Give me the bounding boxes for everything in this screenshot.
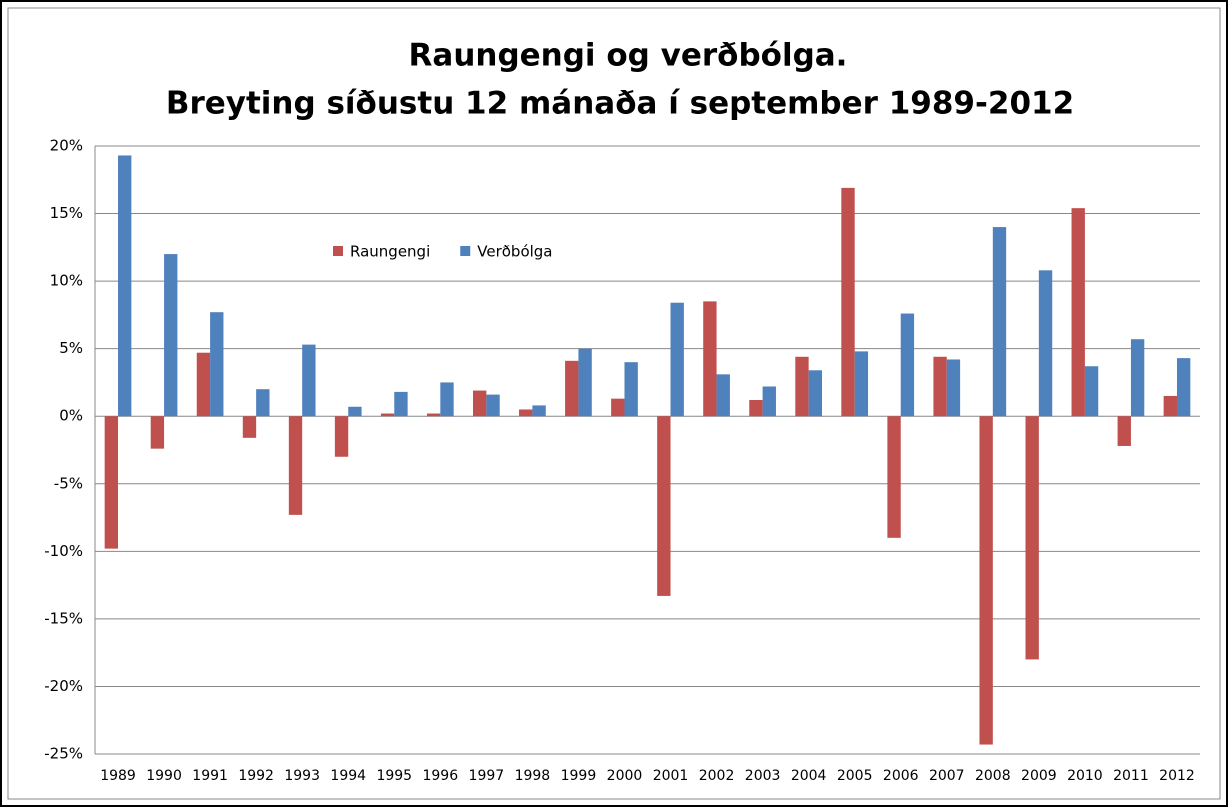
x-tick-label: 1995 <box>376 768 412 784</box>
x-tick-label: 1998 <box>515 768 551 784</box>
bar <box>854 351 869 417</box>
x-tick-label: 1989 <box>100 768 136 784</box>
bar <box>703 301 717 417</box>
bar <box>933 356 947 417</box>
plot-frame <box>7 7 1221 800</box>
bar <box>841 187 855 417</box>
bar <box>104 416 119 549</box>
bar <box>302 344 316 417</box>
bar <box>1071 208 1085 417</box>
y-tick-label: 10% <box>50 272 83 290</box>
chart-title: Raungengi og verðbólga. <box>409 38 848 74</box>
bar <box>1038 270 1053 417</box>
bar <box>657 416 671 596</box>
x-tick-label: 2003 <box>745 768 781 784</box>
bar <box>808 370 822 417</box>
bar <box>440 382 454 417</box>
bar <box>348 406 362 417</box>
bar <box>749 400 763 417</box>
x-tick-label: 1997 <box>469 768 505 784</box>
bar <box>1130 339 1145 417</box>
x-tick-label: 2001 <box>653 768 689 784</box>
x-tick-label: 1992 <box>238 768 274 784</box>
bar <box>670 302 684 417</box>
x-tick-label: 2012 <box>1159 768 1195 784</box>
x-tick-label: 2010 <box>1067 768 1103 784</box>
bar <box>946 359 961 417</box>
bar <box>150 416 165 449</box>
x-tick-label: 2005 <box>837 768 873 784</box>
bar <box>473 390 487 417</box>
legend-label: Raungengi <box>350 243 430 261</box>
bar <box>334 416 349 457</box>
x-tick-label: 1991 <box>192 768 228 784</box>
bar <box>795 356 809 417</box>
bar <box>118 155 132 417</box>
y-tick-label: 0% <box>59 407 83 425</box>
y-tick-label: 15% <box>50 204 83 222</box>
x-tick-label: 2008 <box>975 768 1011 784</box>
bar <box>1117 416 1131 446</box>
bar <box>578 348 592 417</box>
y-tick-label: 20% <box>50 137 83 155</box>
bar <box>887 416 901 538</box>
bar <box>979 416 993 745</box>
bar <box>611 398 625 417</box>
bar <box>256 389 270 417</box>
bar <box>762 386 776 417</box>
y-tick-label: -5% <box>54 474 83 492</box>
bar <box>716 374 730 417</box>
y-tick-label: -25% <box>44 745 83 763</box>
bar <box>486 394 500 417</box>
x-tick-label: 2007 <box>929 768 965 784</box>
bar <box>532 405 546 417</box>
bar <box>394 391 408 417</box>
x-tick-label: 2002 <box>699 768 735 784</box>
bar <box>1176 358 1191 417</box>
bar <box>519 409 533 417</box>
legend-swatch <box>460 246 471 256</box>
bar <box>1084 366 1099 417</box>
bar <box>210 312 224 417</box>
bar <box>164 254 178 417</box>
bar <box>992 227 1007 417</box>
y-tick-label: -20% <box>44 677 83 695</box>
legend-swatch <box>333 246 343 256</box>
legend-label: Verðbólga <box>477 243 552 261</box>
bar <box>1163 395 1177 417</box>
bar <box>242 416 257 438</box>
x-tick-label: 1994 <box>330 768 366 784</box>
bar <box>288 416 303 515</box>
y-tick-label: 5% <box>59 339 83 357</box>
x-tick-label: 1993 <box>284 768 320 784</box>
bar <box>426 413 441 417</box>
bar <box>1025 416 1039 660</box>
bar <box>900 313 915 417</box>
bar <box>380 413 395 417</box>
bar <box>196 352 211 417</box>
x-tick-label: 2009 <box>1021 768 1057 784</box>
x-tick-label: 2004 <box>791 768 827 784</box>
bar <box>565 360 579 417</box>
chart-subtitle: Breyting síðustu 12 mánaða í september 1… <box>166 86 1074 122</box>
x-tick-label: 2006 <box>883 768 919 784</box>
y-tick-label: -10% <box>44 542 83 560</box>
x-tick-label: 1996 <box>422 768 458 784</box>
x-tick-label: 1999 <box>561 768 597 784</box>
x-tick-label: 1990 <box>146 768 182 784</box>
y-tick-label: -15% <box>44 609 83 627</box>
x-tick-label: 2011 <box>1113 768 1149 784</box>
bar <box>624 362 638 417</box>
x-tick-label: 2000 <box>607 768 643 784</box>
